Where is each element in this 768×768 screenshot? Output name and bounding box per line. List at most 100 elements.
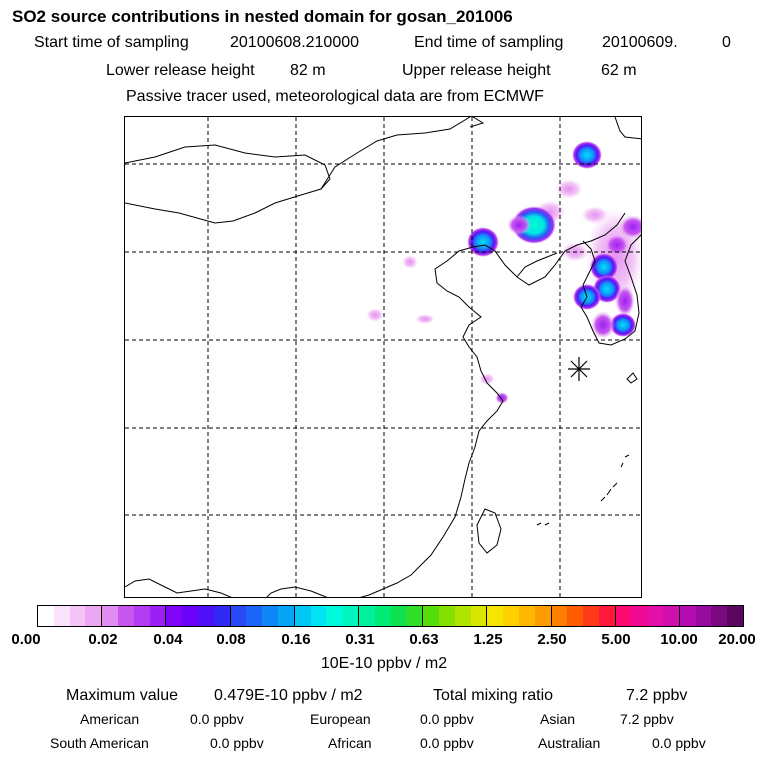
colorbar-swatch [695, 606, 712, 626]
colorbar-swatch [310, 606, 327, 626]
region-name: Australian [538, 735, 601, 751]
region-name: African [328, 735, 372, 751]
region-value: 0.0 ppbv [190, 711, 244, 727]
graticule [125, 117, 641, 597]
region-name: Asian [540, 711, 576, 727]
plume-faint-north [555, 179, 583, 199]
colorbar-swatch [133, 606, 150, 626]
plume-korea-north-purple [605, 234, 629, 256]
colorbar-swatch [262, 606, 278, 626]
colorbar-swatch [326, 606, 343, 626]
colorbar-swatch [85, 606, 103, 626]
mongolia-border [125, 144, 331, 224]
map-panel [124, 116, 642, 598]
region-name: South American [50, 735, 149, 751]
south-border-2 [266, 586, 328, 597]
colorbar-swatch [38, 606, 54, 626]
colorbar-swatch [503, 606, 519, 626]
colorbar-swatch [647, 606, 664, 626]
region-value: 0.0 ppbv [420, 711, 474, 727]
upper-height-value: 62 m [601, 62, 637, 79]
colorbar-swatch [727, 606, 744, 626]
colorbar-swatch [197, 606, 214, 626]
plume-north-hotspot [572, 141, 602, 169]
total-mixing-label: Total mixing ratio [433, 687, 554, 704]
map-canvas [125, 117, 641, 597]
start-time-label: Start time of sampling [34, 34, 189, 51]
colorbar-tick: 0.04 [153, 631, 183, 648]
colorbar-swatch [679, 606, 696, 626]
colorbar-tick: 0.08 [216, 631, 246, 648]
colorbar-swatch [166, 606, 183, 626]
plume-bohai-hotspot [512, 206, 556, 244]
south-border [125, 578, 232, 597]
colorbar-swatch [567, 606, 584, 626]
coastlines [125, 117, 641, 597]
colorbar-swatch [149, 606, 167, 626]
colorbar [37, 605, 744, 627]
source-marker-icon [568, 357, 590, 381]
plume-korea-north-edge [619, 215, 641, 239]
colorbar-swatch [342, 606, 359, 626]
plume-layer [366, 141, 641, 404]
plume-beijing-tianjin-hotspot [467, 227, 499, 257]
colorbar-tick: 0.16 [281, 631, 311, 648]
colorbar-swatch [102, 606, 118, 626]
plume-bohai-halo [507, 215, 531, 235]
colorbar-swatch [230, 606, 247, 626]
colorbar-tick: 0.00 [11, 631, 41, 648]
china-coastline [360, 212, 626, 597]
region-value: 7.2 ppbv [620, 711, 674, 727]
colorbar-swatch [374, 606, 391, 626]
russia-border [614, 117, 641, 140]
tracer-note: Passive tracer used, meteorological data… [126, 88, 544, 105]
colorbar-swatch [711, 606, 728, 626]
end-time-value: 20100609. [602, 34, 678, 51]
colorbar-swatch [438, 606, 455, 626]
max-value-label: Maximum value [66, 687, 179, 704]
end-time-label: End time of sampling [414, 34, 564, 51]
colorbar-swatch [631, 606, 648, 626]
colorbar-swatch [53, 606, 70, 626]
colorbar-swatch [213, 606, 231, 626]
jeju-island [626, 372, 638, 384]
region-name: European [310, 711, 371, 727]
plume-faint-inland-1 [402, 255, 418, 269]
colorbar-swatch [277, 606, 295, 626]
colorbar-tick: 10.00 [660, 631, 698, 648]
colorbar-swatch [551, 606, 568, 626]
colorbar-swatch [358, 606, 375, 626]
colorbar-tick: 5.00 [601, 631, 631, 648]
colorbar-swatch [406, 606, 424, 626]
region-value: 0.0 ppbv [210, 735, 264, 751]
korea-peninsula [580, 234, 641, 346]
colorbar-units: 10E-10 ppbv / m2 [320, 655, 448, 672]
small-islands [536, 454, 630, 526]
region-name: American [80, 711, 140, 727]
region-value: 0.0 ppbv [652, 735, 706, 751]
colorbar-swatch [470, 606, 488, 626]
northeast-border [320, 117, 471, 190]
plume-faint-inland-2 [366, 308, 384, 322]
colorbar-tick: 0.63 [409, 631, 439, 648]
max-value: 0.479E-10 ppbv / m2 [214, 687, 363, 704]
colorbar-tick: 0.31 [345, 631, 375, 648]
colorbar-swatch [294, 606, 311, 626]
colorbar-swatch [117, 606, 134, 626]
colorbar-swatch [615, 606, 632, 626]
colorbar-tick: 1.25 [473, 631, 503, 648]
lower-height-value: 82 m [290, 62, 326, 79]
end-time-extra: 0 [722, 34, 731, 51]
colorbar-swatch [246, 606, 263, 626]
colorbar-swatch [598, 606, 616, 626]
colorbar-tick: 2.50 [537, 631, 567, 648]
liaodong-coast [516, 252, 558, 278]
colorbar-swatch [390, 606, 407, 626]
total-mixing-value: 7.2 ppbv [626, 687, 688, 704]
lower-height-label: Lower release height [106, 62, 255, 79]
taiwan [476, 508, 502, 554]
plume-faint-inland-3 [415, 314, 435, 324]
border-spur [469, 117, 485, 128]
colorbar-swatch [663, 606, 680, 626]
colorbar-swatch [583, 606, 599, 626]
